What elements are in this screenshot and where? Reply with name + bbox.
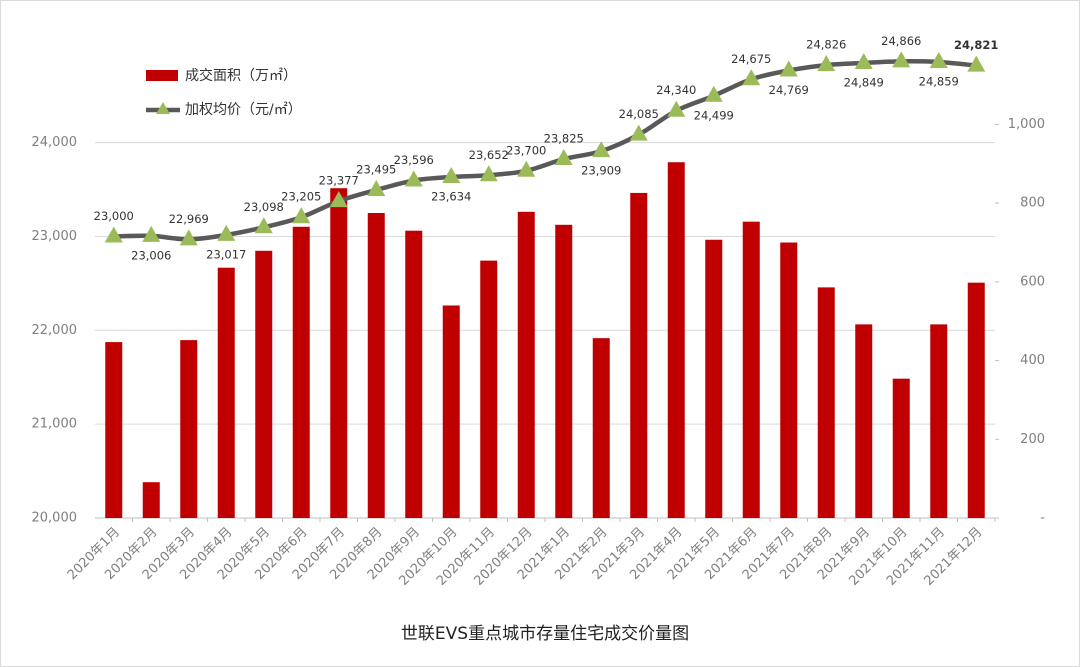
data-label: 24,826 — [806, 38, 846, 52]
data-label: 23,000 — [94, 209, 134, 223]
marker — [292, 207, 311, 224]
marker — [854, 52, 873, 69]
data-label: 24,859 — [919, 75, 959, 89]
data-label: 24,499 — [694, 108, 734, 122]
bar — [892, 378, 910, 518]
bar — [480, 260, 498, 518]
bar — [705, 239, 723, 518]
bar — [592, 338, 610, 518]
data-label: 23,825 — [544, 132, 584, 146]
marker — [554, 149, 573, 166]
y2-tick-label: - — [1040, 511, 1045, 526]
y-tick-label: 24,000 — [32, 135, 78, 150]
data-label: 23,098 — [244, 200, 284, 214]
bar — [817, 287, 835, 518]
bar — [442, 305, 460, 518]
data-label: 22,969 — [169, 212, 209, 226]
marker — [104, 226, 123, 243]
data-label: 24,849 — [844, 75, 884, 89]
legend-swatch — [146, 70, 178, 81]
data-label: 23,017 — [206, 247, 246, 261]
data-label: 24,675 — [731, 52, 771, 66]
data-label: 23,634 — [431, 189, 471, 203]
marker — [817, 55, 836, 72]
marker — [517, 160, 536, 177]
bar — [742, 221, 760, 518]
marker — [142, 225, 161, 242]
bar — [855, 324, 873, 518]
marker — [404, 170, 423, 187]
bar — [105, 342, 123, 518]
marker — [629, 124, 648, 141]
y-tick-label: 21,000 — [32, 417, 78, 432]
data-label: 23,495 — [356, 163, 396, 177]
bar — [255, 250, 273, 518]
data-label: 23,596 — [394, 153, 434, 167]
data-label: 24,821 — [954, 38, 998, 52]
marker — [442, 166, 461, 183]
data-label: 23,700 — [506, 143, 546, 157]
marker — [217, 224, 236, 241]
bar — [217, 267, 235, 518]
data-label: 23,909 — [581, 164, 621, 178]
marker — [704, 85, 723, 102]
marker — [667, 100, 686, 117]
marker — [929, 52, 948, 69]
marker — [892, 51, 911, 68]
bar — [930, 324, 948, 518]
data-label: 23,205 — [281, 190, 321, 204]
data-label: 24,769 — [769, 83, 809, 97]
bar — [367, 213, 385, 518]
legend-label: 成交面积（万㎡） — [185, 67, 297, 84]
bar — [630, 192, 648, 519]
y2-tick-label: 600 — [1020, 274, 1045, 289]
marker — [329, 191, 348, 208]
marker — [479, 165, 498, 182]
legend-label: 加权均价（元/㎡） — [185, 102, 302, 118]
data-label: 23,006 — [131, 248, 171, 262]
chart-title: 世联EVS重点城市存量住宅成交价量图 — [401, 624, 689, 644]
y2-tick-label: 400 — [1020, 353, 1045, 368]
y2-tick-label: 800 — [1020, 196, 1045, 211]
marker — [179, 229, 198, 246]
bar — [667, 162, 685, 519]
marker — [592, 141, 611, 158]
bar — [292, 226, 310, 518]
data-label: 24,085 — [619, 107, 659, 121]
y-tick-label: 23,000 — [32, 229, 78, 244]
data-label: 23,377 — [319, 174, 359, 188]
bar — [405, 230, 423, 519]
bar — [555, 224, 573, 518]
marker — [779, 60, 798, 77]
y2-tick-label: 200 — [1020, 432, 1045, 447]
bar — [180, 340, 198, 518]
y-tick-label: 20,000 — [32, 511, 78, 526]
bar — [967, 282, 985, 518]
bar — [142, 482, 160, 518]
bar — [517, 211, 535, 519]
marker — [367, 180, 386, 197]
marker — [254, 217, 273, 234]
data-label: 23,652 — [469, 148, 509, 162]
y2-tick-label: 1,000 — [1008, 117, 1045, 132]
data-label: 24,866 — [881, 34, 921, 48]
bar — [330, 188, 348, 518]
data-label: 24,340 — [656, 83, 696, 97]
legend-marker — [156, 102, 170, 114]
marker — [742, 69, 761, 86]
bar — [780, 242, 798, 519]
marker — [967, 55, 986, 72]
y-tick-label: 22,000 — [32, 323, 78, 338]
